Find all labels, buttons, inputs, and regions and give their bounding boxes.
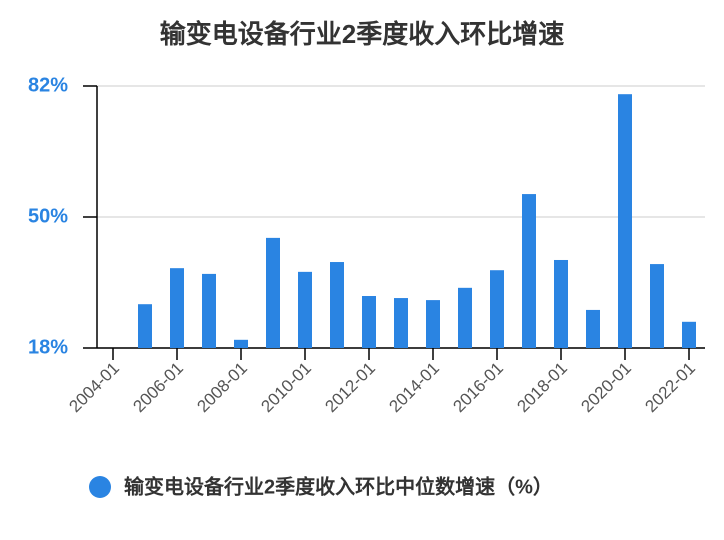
x-tick-label: 2014-01 [385,359,443,417]
y-tick-label: 50% [28,205,68,227]
x-tick-label: 2016-01 [449,359,507,417]
x-tick-label: 2018-01 [513,359,571,417]
bar [490,270,504,348]
bar [394,298,408,348]
bar [202,273,216,348]
x-tick-label: 2012-01 [321,359,379,417]
x-tick-label: 2022-01 [641,359,699,417]
y-tick-label: 82% [28,74,68,96]
x-tick-label: 2010-01 [257,359,315,417]
bar [266,237,280,348]
bar [362,296,376,348]
bar [458,287,472,348]
x-tick-label: 2004-01 [65,359,123,417]
bar [682,321,696,348]
y-tick-label: 18% [28,336,68,358]
x-tick-label: 2020-01 [577,359,635,417]
bar [554,259,568,348]
legend-label: 输变电设备行业2季度收入环比中位数增速（%） [124,474,553,498]
bar [234,339,248,348]
bar [618,94,632,348]
x-tick-label: 2008-01 [193,359,251,417]
bar [522,194,536,348]
bar [298,271,312,348]
bar [170,268,184,348]
x-tick-label: 2006-01 [129,359,187,417]
bar [650,264,664,348]
bar [426,300,440,348]
legend-marker [89,476,111,498]
bar [138,304,152,348]
chart-title: 输变电设备行业2季度收入环比增速 [160,19,564,49]
bar [586,309,600,348]
bar [330,262,344,348]
